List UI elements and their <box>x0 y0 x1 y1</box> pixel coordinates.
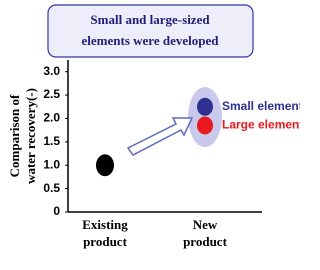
y-tick-label: 2.0 <box>43 111 60 125</box>
point <box>96 154 114 177</box>
x-tick-label: New <box>193 217 218 232</box>
y-axis-label: water recovery(-) <box>23 88 38 184</box>
x-tick-label: product <box>183 234 227 249</box>
y-tick-label: 3.0 <box>43 64 60 78</box>
x-tick-label: product <box>83 234 127 249</box>
chart: Small and large-sized elements were deve… <box>7 4 300 249</box>
point <box>197 97 213 116</box>
chart-title: Small and large-sized <box>90 12 210 27</box>
point <box>197 116 213 135</box>
y-axis-label: Comparison of <box>7 94 22 177</box>
y-tick-label: 0 <box>53 204 60 218</box>
y-tick-label: 2.5 <box>43 87 60 101</box>
legend-label: Large element <box>222 118 300 132</box>
y-tick-label: 0.5 <box>43 181 60 195</box>
legend-label: Small element <box>222 99 300 113</box>
y-tick-label: 1.0 <box>43 157 60 171</box>
chart-title: elements were developed <box>82 33 220 48</box>
x-tick-label: Existing <box>82 217 128 232</box>
arrow <box>126 117 194 156</box>
title-box <box>47 4 254 58</box>
y-tick-label: 1.5 <box>43 134 60 148</box>
